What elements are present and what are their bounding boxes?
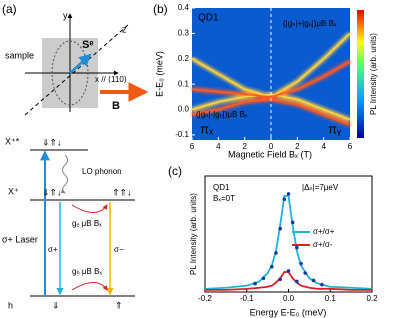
laser-label: σ+ Laser	[2, 234, 38, 244]
data-point	[295, 245, 299, 250]
data-point	[278, 226, 282, 231]
data-point	[274, 251, 278, 255]
data-point	[286, 269, 291, 273]
annotation: |Δₙ|=7μeV	[302, 183, 339, 192]
line-panel: σ+/σ+ σ+/σ-	[204, 175, 373, 293]
x-axis-title: Energy E-E₀ (meV)	[250, 307, 327, 317]
x-tick-label: 2	[295, 142, 300, 151]
data-point	[282, 197, 287, 201]
x-tick-label: 0.1	[325, 294, 337, 303]
data-point	[261, 276, 266, 281]
y-tick-label: 0.3	[178, 28, 190, 37]
data-point	[270, 264, 274, 269]
x-tick-label: 0	[269, 142, 274, 151]
y-tick-label: 0.0	[178, 105, 190, 114]
x-tick-label: 4	[216, 142, 221, 151]
split-label: gₕ μB Bₓ	[72, 267, 102, 276]
axis-label: z	[122, 24, 127, 34]
x-tick-label: 0.2	[366, 294, 378, 303]
legend-label: σ+/σ-	[313, 240, 333, 249]
x-tick-label: 2	[242, 142, 247, 151]
y-axis-title: E-E₀ (meV)	[154, 51, 164, 97]
spin-config: ⇓⇑↓	[42, 137, 62, 147]
data-point	[303, 271, 308, 275]
x-axis-title: Magnetic Field Bₓ (T)	[228, 149, 312, 159]
y-axis-title: PL Intensity (arb. units)	[189, 193, 198, 275]
hole-flip	[71, 282, 108, 291]
legend-label: σ+/σ+	[313, 227, 335, 236]
annotation: Bₓ=0T	[213, 194, 235, 203]
spin-config: ⇑⇑↓	[112, 187, 132, 197]
data-point	[311, 278, 316, 283]
spin-config: ⇓	[52, 300, 60, 310]
data-point	[299, 261, 303, 266]
colorbar	[357, 10, 364, 138]
y-tick-label: 0.1	[178, 79, 190, 88]
data-point	[295, 279, 299, 284]
y-tick-label: 0.4	[178, 3, 190, 12]
colorbar-title: PL Intensity (arb. units)	[369, 33, 378, 115]
x-tick-label: -0.2	[198, 294, 212, 303]
transition-label: σ+	[48, 245, 58, 254]
spin-config: ⇑	[115, 300, 123, 310]
data-point	[320, 282, 324, 287]
transition-label: σ−	[114, 245, 124, 254]
spin-config: ⇓⇑↓	[42, 187, 62, 197]
panel-label: (c)	[168, 164, 182, 178]
spin-label: Sᵉ	[82, 39, 93, 51]
heatmap-panel	[190, 7, 352, 140]
spin-vector	[69, 53, 92, 74]
data-point	[253, 281, 257, 286]
data-point	[286, 192, 291, 196]
series-line	[204, 195, 373, 290]
x-tick-label: 6	[348, 142, 353, 151]
x-tick-label: 4	[321, 142, 326, 151]
level-label: X⁺	[8, 186, 19, 196]
axis-label: x // ⟨110⟩	[95, 75, 127, 84]
annotation: πₓ	[200, 121, 214, 136]
sample-label: sample	[5, 50, 34, 60]
y-tick-label: 0.2	[178, 54, 190, 63]
level-label: X⁺*	[5, 136, 20, 146]
annotation: (|gₕ|+|gₑ|)μB Bₓ	[283, 19, 337, 28]
y-tick-label: -0.1	[175, 130, 189, 139]
panel-label: (b)	[153, 2, 168, 16]
z-axis	[24, 24, 129, 116]
x-tick-label: -0.1	[240, 294, 254, 303]
annotation: QD1	[213, 183, 230, 192]
split-label: gₑ μB Bₓ	[72, 219, 102, 228]
axis-label: y	[63, 10, 68, 20]
x-tick-label: 0.0	[283, 294, 295, 303]
annotation: πᵧ	[328, 121, 342, 136]
phonon-arrow	[60, 154, 68, 194]
data-point	[290, 220, 295, 225]
annotation: QD1	[198, 13, 219, 24]
precession	[51, 40, 89, 106]
level-label: h	[8, 300, 13, 310]
phonon-label: LO phonon	[82, 167, 122, 176]
series-line	[205, 271, 372, 291]
x-tick-label: 6	[190, 142, 195, 151]
branch	[191, 60, 351, 98]
data-point	[278, 277, 282, 282]
electron-flip	[71, 204, 108, 213]
annotation: (|gₕ|-|gₑ|)μB Bₓ	[196, 110, 248, 119]
field-label: B	[112, 100, 120, 112]
panel-label: (a)	[2, 2, 17, 16]
